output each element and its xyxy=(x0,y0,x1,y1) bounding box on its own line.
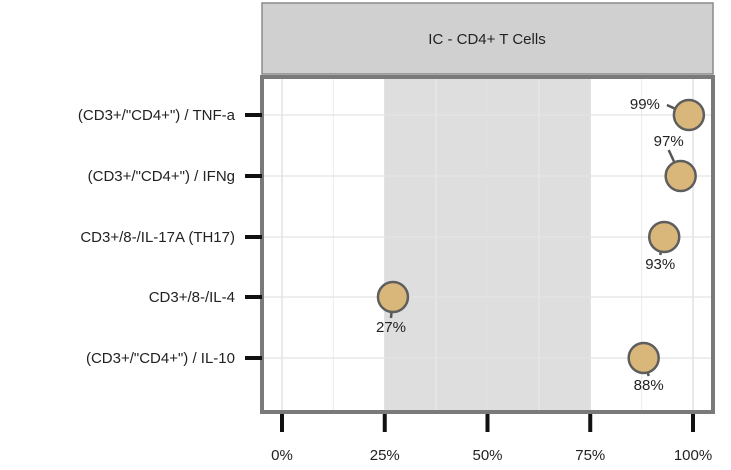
data-point xyxy=(376,280,410,314)
x-tick-label: 75% xyxy=(575,447,605,464)
data-point xyxy=(647,220,681,254)
data-point xyxy=(672,98,706,132)
data-point xyxy=(627,341,660,375)
y-axis: (CD3+/"CD4+") / TNF-a (CD3+/"CD4+") / IFN… xyxy=(78,107,262,367)
y-tick-label: CD3+/8-/IL-17A (TH17) xyxy=(80,229,235,246)
data-labels: 99% 97% 93% 27% 88% xyxy=(376,96,684,394)
y-tick-label: CD3+/8-/IL-4 xyxy=(149,289,235,306)
data-label: 99% xyxy=(630,96,660,113)
data-label: 93% xyxy=(645,256,675,273)
y-tick-label: (CD3+/"CD4+") / IL-10 xyxy=(86,350,235,367)
data-label: 97% xyxy=(654,133,684,150)
x-tick-label: 100% xyxy=(674,447,712,464)
y-tick-label: (CD3+/"CD4+") / IFNg xyxy=(88,168,235,185)
data-label: 88% xyxy=(634,377,664,394)
grid-lines xyxy=(262,77,713,412)
data-points xyxy=(376,98,706,375)
x-tick-label: 50% xyxy=(472,447,502,464)
data-label: 27% xyxy=(376,319,406,336)
panel-border xyxy=(260,75,715,414)
y-tick-label: (CD3+/"CD4+") / TNF-a xyxy=(78,107,236,124)
x-tick-label: 0% xyxy=(271,447,293,464)
facet-strip xyxy=(261,2,714,75)
x-axis: 0% 25% 50% 75% 100% xyxy=(271,414,712,464)
facet-label: IC - CD4+ T Cells xyxy=(428,31,545,48)
x-tick-label: 25% xyxy=(370,447,400,464)
data-point xyxy=(664,159,697,193)
